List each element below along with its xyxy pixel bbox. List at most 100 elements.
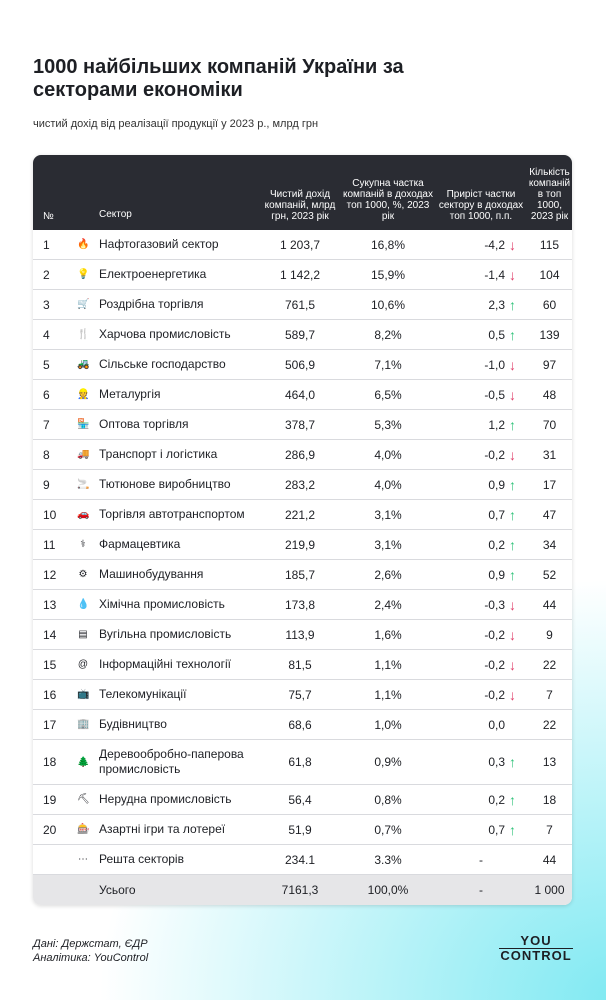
growth: 0,9 xyxy=(488,477,505,492)
growth: 2,3 xyxy=(488,297,505,312)
sector-name: Нафтогазовий сектор xyxy=(99,237,219,251)
cigarette-icon: 🚬 xyxy=(77,479,90,490)
flame-icon: 🔥 xyxy=(77,239,90,250)
row-num: 11 xyxy=(43,537,56,552)
arrow-down-icon: ↓ xyxy=(509,236,516,253)
revenue: 464,0 xyxy=(284,387,316,402)
sector-name: Деревообробно-паперова промисловість xyxy=(99,747,244,776)
sector-table: № Сектор Чистий дохід компаній, млрд грн… xyxy=(33,155,572,905)
subtitle: чистий дохід від реалізації продукції у … xyxy=(33,118,319,130)
revenue: 173,8 xyxy=(284,597,316,612)
header-share: Сукупна частка компаній в доходах топ 10… xyxy=(342,178,433,222)
total-share: 100,0% xyxy=(367,883,409,897)
row-num: 12 xyxy=(43,567,57,582)
revenue: 185,7 xyxy=(284,567,316,582)
growth: 0,2 xyxy=(488,537,505,552)
share: 0,9% xyxy=(374,755,402,769)
sector-name: Оптова торгівля xyxy=(99,417,189,431)
share: 1,0% xyxy=(374,717,402,732)
count: 115 xyxy=(539,237,560,252)
row-num: 6 xyxy=(43,387,50,402)
arrow-up-icon: ↑ xyxy=(509,536,516,553)
share: 0,7% xyxy=(374,822,402,837)
count: 7 xyxy=(546,687,553,702)
count: 60 xyxy=(542,297,557,312)
row-num: 20 xyxy=(43,822,57,837)
table-row: 13 💧 Хімічна промисловість 173,8 2,4% -0… xyxy=(33,590,572,620)
revenue: 81,5 xyxy=(288,657,312,672)
lightbulb-icon: 💡 xyxy=(77,269,90,280)
count: 34 xyxy=(542,537,557,552)
growth: 0,7 xyxy=(488,822,505,837)
count: 44 xyxy=(542,852,557,867)
growth: -4,2 xyxy=(484,237,505,252)
row-num: 14 xyxy=(43,627,57,642)
arrow-up-icon: ↑ xyxy=(509,416,516,433)
table-row: 3 🛒 Роздрібна торгівля 761,5 10,6% 2,3 ↑… xyxy=(33,290,572,320)
share: 2,6% xyxy=(374,567,402,582)
sector-name: Нерудна промисловість xyxy=(99,792,232,806)
count: 7 xyxy=(546,822,553,837)
growth: -0,3 xyxy=(484,597,505,612)
count: 22 xyxy=(542,657,557,672)
revenue: 68,6 xyxy=(288,717,312,732)
growth: 0,9 xyxy=(488,567,505,582)
header-num: № xyxy=(43,211,54,222)
table-row: 18 🌲 Деревообробно-паперова промисловіст… xyxy=(33,740,572,785)
row-num: 10 xyxy=(43,507,57,522)
growth: -0,2 xyxy=(484,657,505,672)
pharmacy-icon: ⚕ xyxy=(80,539,86,550)
header-revenue: Чистий дохід компаній, млрд грн, 2023 рі… xyxy=(264,189,336,222)
sector-name: Роздрібна торгівля xyxy=(99,297,204,311)
count: 48 xyxy=(542,387,557,402)
table-row: 14 ▤ Вугільна промисловість 113,9 1,6% -… xyxy=(33,620,572,650)
share: 4,0% xyxy=(374,477,402,492)
table-header: № Сектор Чистий дохід компаній, млрд грн… xyxy=(33,155,572,230)
table-row: 11 ⚕ Фармацевтика 219,9 3,1% 0,2 ↑ 34 xyxy=(33,530,572,560)
row-num: 2 xyxy=(43,267,50,282)
tree-icon: 🌲 xyxy=(77,756,90,768)
table-row: 10 🚗 Торгівля автотранспортом 221,2 3,1%… xyxy=(33,500,572,530)
sector-name: Телекомунікації xyxy=(99,687,187,701)
growth: -0,2 xyxy=(484,687,505,702)
arrow-down-icon: ↓ xyxy=(509,386,516,403)
sector-name: Решта секторів xyxy=(99,852,184,866)
table-row: 6 👷 Металургія 464,0 6,5% -0,5 ↓ 48 xyxy=(33,380,572,410)
revenue: 589,7 xyxy=(284,327,316,342)
share: 1,1% xyxy=(374,687,402,702)
revenue: 219,9 xyxy=(284,537,316,552)
share: 5,3% xyxy=(374,417,402,432)
share: 7,1% xyxy=(374,357,402,372)
header-sector: Сектор xyxy=(99,209,132,220)
growth: 0,5 xyxy=(488,327,505,342)
sector-name: Харчова промисловість xyxy=(99,327,231,341)
count: 22 xyxy=(542,717,557,732)
row-num: 7 xyxy=(43,417,50,432)
growth: -0,2 xyxy=(484,627,505,642)
sector-name: Електроенергетика xyxy=(99,267,207,281)
drop-icon: 💧 xyxy=(77,599,90,610)
table-row: 12 ⚙ Машинобудування 185,7 2,6% 0,9 ↑ 52 xyxy=(33,560,572,590)
total-revenue: 7161,3 xyxy=(281,883,319,897)
arrow-up-icon: ↑ xyxy=(509,326,516,343)
sector-name: Будівництво xyxy=(99,717,167,731)
sector-name: Інформаційні технології xyxy=(99,657,231,671)
arrow-up-icon: ↑ xyxy=(509,791,516,808)
revenue: 56,4 xyxy=(288,792,312,807)
revenue: 75,7 xyxy=(288,687,312,702)
arrow-up-icon: ↑ xyxy=(509,754,516,770)
table-row: 7 🏪 Оптова торгівля 378,7 5,3% 1,2 ↑ 70 xyxy=(33,410,572,440)
growth: -1,4 xyxy=(484,267,505,282)
tractor-icon: 🚜 xyxy=(77,359,90,370)
count: 17 xyxy=(542,477,557,492)
at-icon: @ xyxy=(77,659,89,670)
row-num: 17 xyxy=(43,717,57,732)
car-icon: 🚗 xyxy=(77,509,90,520)
share: 15,9% xyxy=(370,267,406,282)
table-row: 8 🚚 Транспорт і логістика 286,9 4,0% -0,… xyxy=(33,440,572,470)
revenue: 221,2 xyxy=(284,507,316,522)
growth: -0,2 xyxy=(484,447,505,462)
growth: 0,0 xyxy=(488,717,505,732)
row-num: 5 xyxy=(43,357,50,372)
share: 10,6% xyxy=(370,297,406,312)
